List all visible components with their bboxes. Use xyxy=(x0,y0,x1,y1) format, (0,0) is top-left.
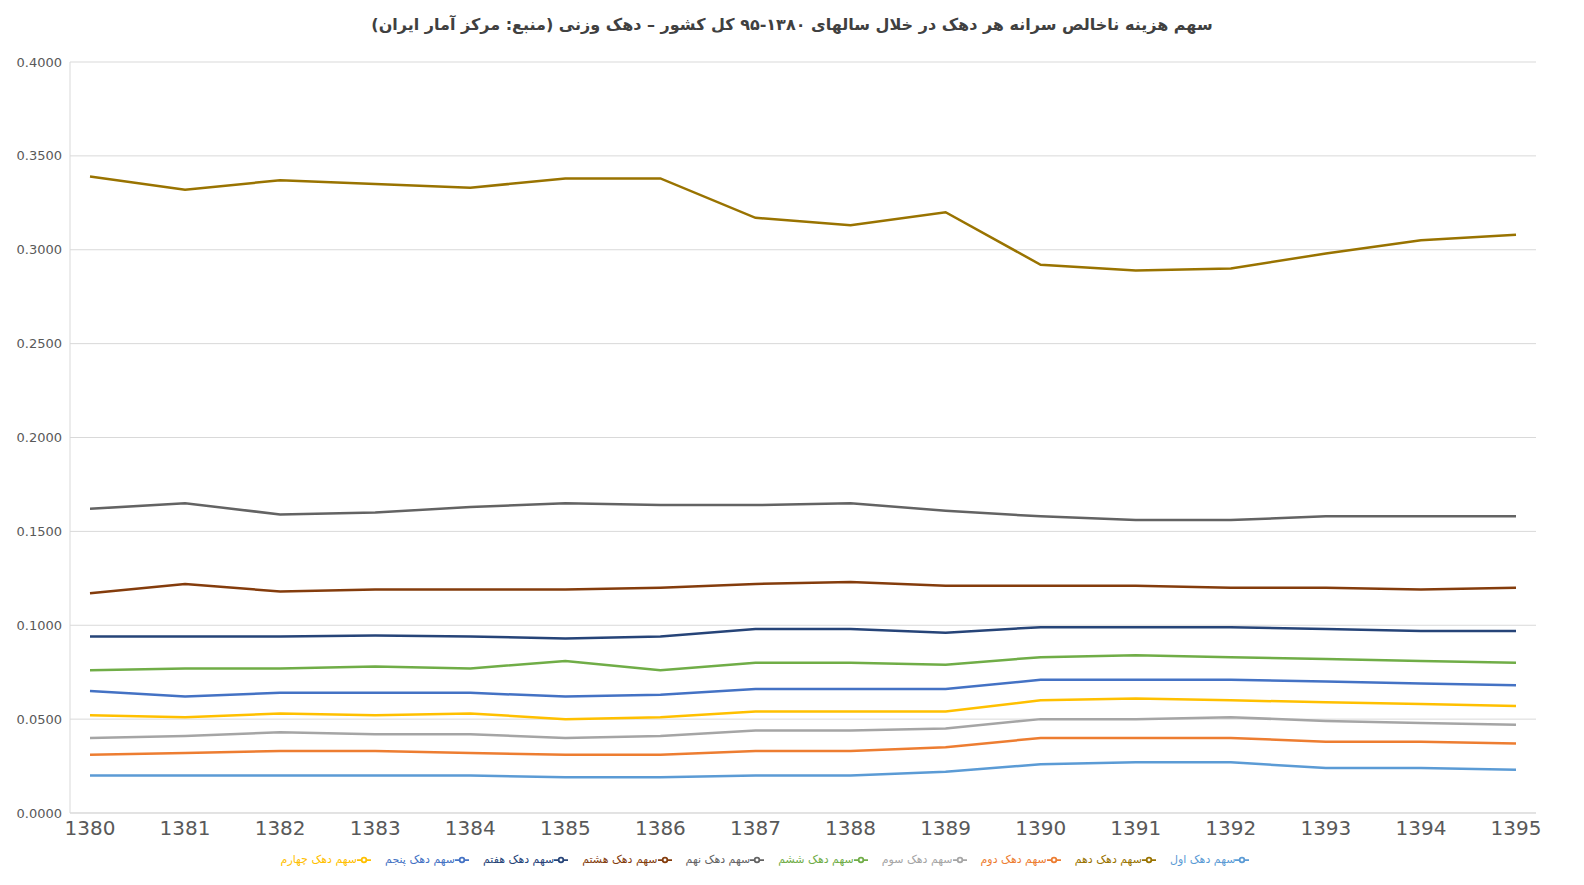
svg-text:1381: 1381 xyxy=(160,816,211,840)
html-text:سهم دهک هفتم: سهم دهک هفتم xyxy=(483,853,555,866)
svg-text:1385: 1385 xyxy=(540,816,591,840)
svg-text:0.3500: 0.3500 xyxy=(17,148,63,163)
svg-text:1395: 1395 xyxy=(1491,816,1542,840)
svg-text:0.2500: 0.2500 xyxy=(17,336,63,351)
svg-text:0.0500: 0.0500 xyxy=(17,712,63,727)
html-text:سهم دهک سوم: سهم دهک سوم xyxy=(881,853,953,866)
svg-text:1389: 1389 xyxy=(920,816,971,840)
svg-text:1390: 1390 xyxy=(1015,816,1066,840)
svg-text:0.0000: 0.0000 xyxy=(17,806,63,821)
svg-text:1386: 1386 xyxy=(635,816,686,840)
html-text:سهم دهک هشتم: سهم دهک هشتم xyxy=(582,853,658,866)
svg-text:1393: 1393 xyxy=(1300,816,1351,840)
html-text:سهم دهک دهم: سهم دهک دهم xyxy=(1074,853,1142,866)
html-text:سهم هزینه ناخالص سرانه هر دهک: سهم هزینه ناخالص سرانه هر دهک در خلال سا… xyxy=(371,15,1213,34)
svg-text:1394: 1394 xyxy=(1395,816,1446,840)
svg-text:1387: 1387 xyxy=(730,816,781,840)
html-text:سهم دهک دوم: سهم دهک دوم xyxy=(980,853,1047,866)
svg-text:1384: 1384 xyxy=(445,816,496,840)
svg-text:0.3000: 0.3000 xyxy=(17,242,63,257)
html-text:سهم دهک اول: سهم دهک اول xyxy=(1169,853,1236,866)
html-text:سهم دهک ششم: سهم دهک ششم xyxy=(778,853,854,866)
svg-text:1383: 1383 xyxy=(350,816,401,840)
html-text:سهم دهک چهارم: سهم دهک چهارم xyxy=(280,853,358,866)
svg-text:0.1500: 0.1500 xyxy=(17,524,63,539)
svg-text:1392: 1392 xyxy=(1205,816,1256,840)
svg-text:1380: 1380 xyxy=(65,816,116,840)
html-text:سهم دهک پنجم: سهم دهک پنجم xyxy=(385,853,455,866)
svg-text:1382: 1382 xyxy=(255,816,306,840)
svg-text:1388: 1388 xyxy=(825,816,876,840)
svg-text:0.1000: 0.1000 xyxy=(17,618,63,633)
svg-text:0.2000: 0.2000 xyxy=(17,430,63,445)
svg-text:0.4000: 0.4000 xyxy=(17,55,63,70)
html-text:سهم دهک نهم: سهم دهک نهم xyxy=(685,853,751,866)
svg-text:1391: 1391 xyxy=(1110,816,1161,840)
